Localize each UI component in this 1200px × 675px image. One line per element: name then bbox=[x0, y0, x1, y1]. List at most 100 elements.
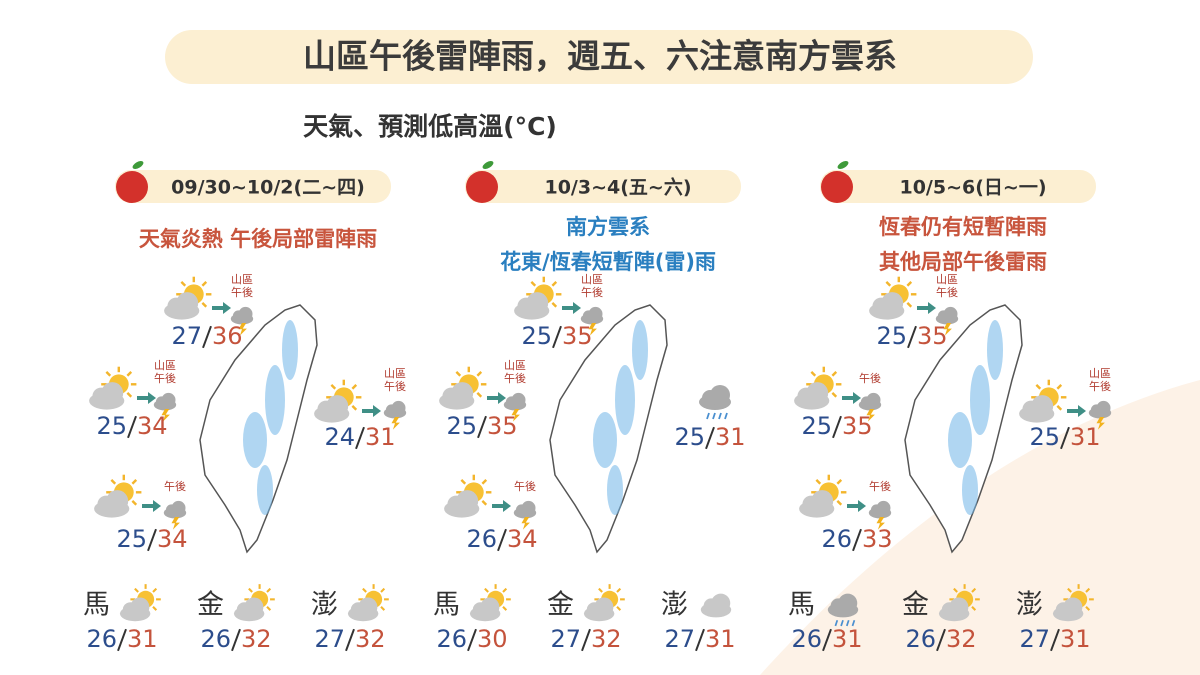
high-temp: 31 bbox=[1070, 423, 1101, 451]
rain-drop bbox=[840, 619, 844, 627]
low-temp: 27 bbox=[664, 625, 695, 653]
sun-ray bbox=[971, 606, 977, 611]
low-temp: 25 bbox=[674, 423, 705, 451]
arrow-head bbox=[1078, 405, 1086, 417]
sun-ray bbox=[810, 370, 817, 377]
low-temp: 26 bbox=[821, 525, 852, 553]
weather-icon bbox=[119, 584, 161, 622]
high-temp: 32 bbox=[241, 625, 272, 653]
radar-echo bbox=[243, 412, 267, 468]
temp-slash bbox=[705, 426, 715, 450]
bolt bbox=[943, 323, 952, 336]
region-note: 午後 bbox=[154, 371, 176, 385]
weather-icon bbox=[164, 276, 212, 320]
arrow-head bbox=[373, 405, 381, 417]
island-name: 馬 bbox=[433, 590, 460, 621]
weather-icon bbox=[868, 500, 892, 530]
temp-slash bbox=[231, 628, 241, 652]
cloud-part bbox=[710, 385, 730, 405]
region-note: 午後 bbox=[384, 379, 406, 393]
sun-ray bbox=[1035, 383, 1042, 390]
sun-ray bbox=[105, 370, 112, 377]
bolt bbox=[171, 517, 180, 530]
arrow-head bbox=[153, 500, 161, 512]
low-temp: 27 bbox=[171, 322, 202, 350]
sun-ray bbox=[1056, 405, 1063, 411]
sun-ray bbox=[266, 606, 272, 611]
region-note: 午後 bbox=[514, 479, 536, 493]
radar-echo bbox=[632, 320, 648, 380]
title-pill bbox=[165, 30, 1033, 84]
low-temp: 25 bbox=[876, 322, 907, 350]
sun-ray bbox=[351, 383, 358, 390]
high-temp: 31 bbox=[832, 625, 863, 653]
sun-ray bbox=[455, 370, 462, 377]
bolt bbox=[161, 409, 170, 422]
high-temp: 35 bbox=[562, 322, 593, 350]
weather-icon bbox=[89, 366, 137, 410]
sun-ray bbox=[906, 302, 913, 308]
region-note: 午後 bbox=[1089, 379, 1111, 393]
low-temp: 26 bbox=[791, 625, 822, 653]
temp-slash bbox=[467, 628, 477, 652]
region-note: 山區 bbox=[936, 273, 958, 286]
high-temp: 31 bbox=[715, 423, 746, 451]
weather-icon bbox=[163, 500, 187, 530]
sun-ray bbox=[351, 405, 358, 411]
high-temp: 32 bbox=[591, 625, 622, 653]
low-temp: 25 bbox=[801, 412, 832, 440]
region-note: 山區 bbox=[154, 359, 176, 372]
sun-ray bbox=[131, 500, 138, 506]
temp-slash bbox=[345, 628, 355, 652]
sun-ray bbox=[1067, 587, 1072, 593]
summary: 南方雲系 bbox=[566, 215, 650, 239]
sun-ray bbox=[616, 587, 622, 593]
low-temp: 26 bbox=[436, 625, 467, 653]
weather-icon bbox=[444, 474, 492, 518]
region-note: 山區 bbox=[504, 359, 526, 372]
weather-icon bbox=[827, 593, 859, 627]
sun-ray bbox=[530, 280, 537, 287]
weather-icon bbox=[94, 474, 142, 518]
summary: 恆春仍有短暫陣雨 bbox=[879, 215, 1047, 239]
weather-icon bbox=[794, 366, 842, 410]
high-temp: 34 bbox=[157, 525, 188, 553]
weather-icon bbox=[583, 584, 625, 622]
sun-ray bbox=[481, 500, 488, 506]
sun-ray bbox=[502, 587, 508, 593]
cloud-part bbox=[480, 597, 500, 617]
cloud-part bbox=[244, 597, 264, 617]
temp-slash bbox=[552, 325, 562, 349]
island-name: 澎 bbox=[311, 590, 338, 621]
low-temp: 26 bbox=[466, 525, 497, 553]
weather-icon bbox=[514, 276, 562, 320]
cloud-part bbox=[511, 392, 526, 407]
radar-echo bbox=[615, 365, 635, 435]
rain-drop bbox=[834, 619, 839, 627]
weather-icon bbox=[314, 379, 362, 423]
rain-drop bbox=[712, 412, 716, 420]
weather-icon bbox=[469, 584, 511, 622]
region-note: 午後 bbox=[869, 479, 891, 493]
cloud-part bbox=[451, 382, 474, 405]
radar-echo bbox=[282, 320, 298, 380]
weather-icon bbox=[513, 500, 537, 530]
background-accent bbox=[760, 380, 1200, 675]
temp-slash bbox=[936, 628, 946, 652]
cloud-part bbox=[943, 306, 958, 321]
subtitle: 天氣、預測低高溫(°C) bbox=[303, 112, 557, 141]
rain-drop bbox=[845, 619, 850, 627]
radar-echo bbox=[593, 412, 617, 468]
arrow-head bbox=[148, 392, 156, 404]
temp-slash bbox=[127, 415, 137, 439]
temp-slash bbox=[852, 528, 862, 552]
sun-ray bbox=[201, 280, 208, 287]
sun-ray bbox=[831, 392, 838, 398]
high-temp: 36 bbox=[212, 322, 243, 350]
weather-icon bbox=[869, 276, 917, 320]
summary: 其他局部午後雷雨 bbox=[879, 250, 1047, 274]
high-temp: 35 bbox=[487, 412, 518, 440]
high-temp: 31 bbox=[705, 625, 736, 653]
cloud-part bbox=[456, 490, 479, 513]
cloud-part bbox=[838, 593, 858, 613]
